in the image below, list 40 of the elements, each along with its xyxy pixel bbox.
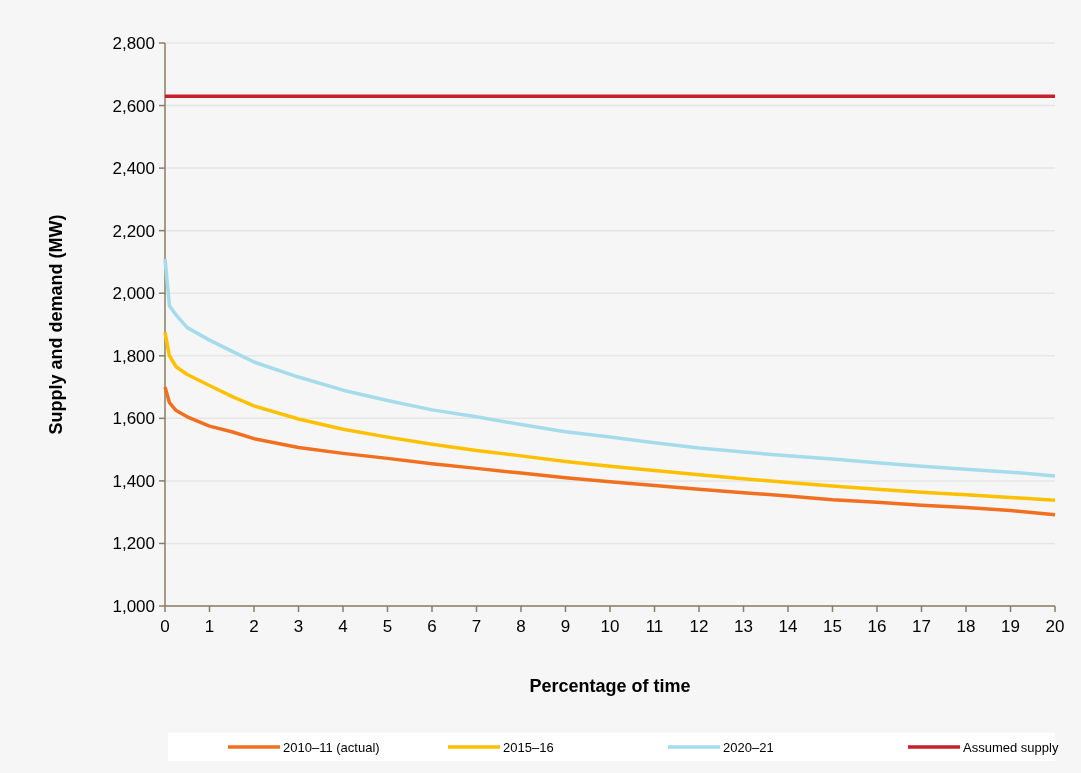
x-tick-label: 7 [471, 617, 482, 636]
x-axis-title: Percentage of time [529, 676, 691, 696]
x-tick-label: 15 [823, 617, 842, 636]
y-tick-label: 2,800 [112, 33, 155, 53]
x-tick-label: 17 [912, 617, 931, 636]
legend-label: 2015–16 [503, 740, 554, 755]
x-tick-label: 11 [645, 617, 664, 636]
y-tick-label: 1,200 [112, 534, 155, 554]
x-tick-label: 9 [560, 617, 571, 636]
y-tick-label: 1,000 [112, 596, 155, 616]
x-tick-label: 12 [689, 617, 709, 636]
y-tick-label: 2,400 [112, 159, 155, 179]
y-tick-label: 2,600 [112, 96, 155, 116]
x-tick-label: 13 [734, 617, 753, 636]
x-tick-label: 3 [293, 617, 304, 636]
x-tick-label: 16 [867, 617, 887, 636]
x-tick-label: 20 [1045, 617, 1065, 636]
x-tick-label: 14 [778, 617, 798, 636]
y-tick-label: 1,600 [112, 409, 155, 429]
x-tick-label: 5 [382, 617, 393, 636]
line-series [163, 257, 1057, 478]
y-tick-label: 1,800 [112, 346, 155, 366]
x-tick-label: 8 [516, 617, 526, 636]
legend-label: 2020–21 [723, 740, 774, 755]
x-tick-label: 4 [338, 617, 348, 636]
line-series [163, 385, 1057, 517]
x-tick-label: 2 [249, 617, 259, 636]
y-axis-title: Supply and demand (MW) [46, 214, 66, 435]
y-tick-label: 2,000 [112, 284, 155, 304]
line-series [163, 330, 1057, 503]
x-tick-label: 19 [1001, 617, 1020, 636]
y-tick-label: 2,200 [112, 221, 155, 241]
x-tick-label: 10 [600, 617, 620, 636]
x-tick-label: 1 [204, 617, 215, 636]
y-tick-label: 1,400 [112, 471, 155, 491]
x-tick-label: 6 [427, 617, 437, 636]
legend-label: 2010–11 (actual) [283, 740, 380, 755]
x-tick-label: 0 [160, 617, 170, 636]
x-tick-label: 18 [956, 617, 976, 636]
legend-label: Assumed supply [963, 740, 1059, 755]
